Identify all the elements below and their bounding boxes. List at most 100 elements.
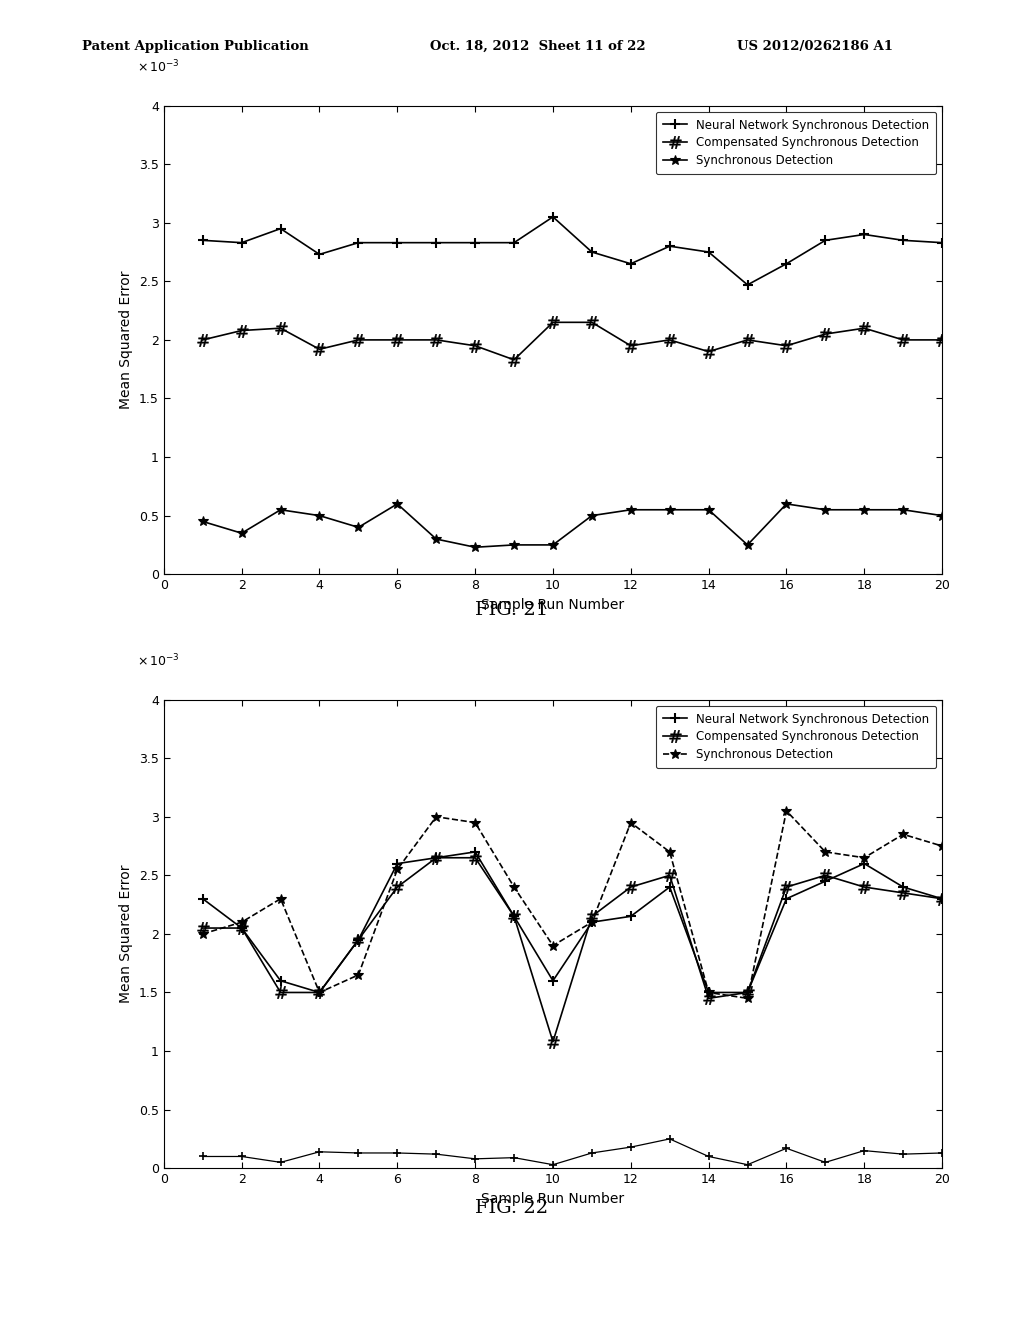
Neural Network Synchronous Detection <box>702 244 715 260</box>
Neural Network Synchronous Detection <box>625 256 637 272</box>
Compensated Synchronous Detection <box>741 333 754 348</box>
Neural Network Synchronous Detection <box>391 855 403 871</box>
Compensated Synchronous Detection <box>586 314 598 330</box>
Synchronous Detection <box>236 915 248 931</box>
Legend: Neural Network Synchronous Detection, Compensated Synchronous Detection, Synchro: Neural Network Synchronous Detection, Co… <box>655 111 936 174</box>
Synchronous Detection <box>469 814 481 830</box>
Neural Network Synchronous Detection <box>897 232 909 248</box>
Compensated Synchronous Detection <box>352 932 365 948</box>
Neural Network Synchronous Detection <box>469 843 481 859</box>
Neural Network Synchronous Detection <box>741 985 754 1001</box>
Neural Network Synchronous Detection <box>197 891 209 907</box>
Synchronous Detection <box>858 502 870 517</box>
Synchronous Detection <box>897 502 909 517</box>
Compensated Synchronous Detection <box>741 985 754 1001</box>
Line: Compensated Synchronous Detection: Compensated Synchronous Detection <box>197 851 948 1048</box>
Compensated Synchronous Detection <box>858 879 870 895</box>
Synchronous Detection <box>819 502 831 517</box>
Compensated Synchronous Detection <box>625 879 637 895</box>
Neural Network Synchronous Detection <box>469 235 481 251</box>
Compensated Synchronous Detection <box>586 908 598 924</box>
Synchronous Detection <box>780 803 793 818</box>
Synchronous Detection <box>508 537 520 553</box>
X-axis label: Sample Run Number: Sample Run Number <box>481 1192 625 1205</box>
Neural Network Synchronous Detection <box>236 235 248 251</box>
Synchronous Detection <box>197 927 209 942</box>
Neural Network Synchronous Detection <box>702 985 715 1001</box>
Neural Network Synchronous Detection <box>313 985 326 1001</box>
Synchronous Detection <box>586 508 598 524</box>
Neural Network Synchronous Detection <box>780 256 793 272</box>
Neural Network Synchronous Detection <box>858 227 870 243</box>
Synchronous Detection <box>819 843 831 859</box>
Neural Network Synchronous Detection <box>508 235 520 251</box>
Compensated Synchronous Detection <box>274 321 287 337</box>
Neural Network Synchronous Detection <box>430 850 442 866</box>
Neural Network Synchronous Detection <box>664 238 676 253</box>
Neural Network Synchronous Detection <box>508 908 520 924</box>
Neural Network Synchronous Detection <box>547 209 559 224</box>
Synchronous Detection <box>858 850 870 866</box>
Compensated Synchronous Detection <box>391 879 403 895</box>
Neural Network Synchronous Detection <box>819 874 831 890</box>
Neural Network Synchronous Detection <box>547 973 559 989</box>
Compensated Synchronous Detection <box>547 1034 559 1049</box>
Compensated Synchronous Detection <box>936 891 948 907</box>
Compensated Synchronous Detection <box>897 884 909 900</box>
Compensated Synchronous Detection <box>197 920 209 936</box>
Synchronous Detection <box>625 502 637 517</box>
Compensated Synchronous Detection <box>897 333 909 348</box>
Line: Compensated Synchronous Detection: Compensated Synchronous Detection <box>197 315 948 366</box>
Compensated Synchronous Detection <box>236 322 248 338</box>
Neural Network Synchronous Detection <box>274 973 287 989</box>
Synchronous Detection <box>664 502 676 517</box>
Text: $\times\,10^{-3}$: $\times\,10^{-3}$ <box>136 59 179 75</box>
Neural Network Synchronous Detection <box>819 232 831 248</box>
Synchronous Detection <box>391 862 403 878</box>
Neural Network Synchronous Detection <box>236 920 248 936</box>
Synchronous Detection <box>897 826 909 842</box>
Compensated Synchronous Detection <box>819 326 831 342</box>
Line: Synchronous Detection: Synchronous Detection <box>198 499 947 552</box>
Text: $\times\,10^{-3}$: $\times\,10^{-3}$ <box>136 653 179 669</box>
Compensated Synchronous Detection <box>274 985 287 1001</box>
Neural Network Synchronous Detection <box>897 879 909 895</box>
Text: FIG. 21: FIG. 21 <box>475 601 549 619</box>
Synchronous Detection <box>197 513 209 529</box>
Synchronous Detection <box>547 537 559 553</box>
Synchronous Detection <box>430 809 442 825</box>
Compensated Synchronous Detection <box>508 352 520 368</box>
Compensated Synchronous Detection <box>702 990 715 1006</box>
Synchronous Detection <box>469 540 481 556</box>
Synchronous Detection <box>741 990 754 1006</box>
Legend: Neural Network Synchronous Detection, Compensated Synchronous Detection, Synchro: Neural Network Synchronous Detection, Co… <box>655 705 936 768</box>
Y-axis label: Mean Squared Error: Mean Squared Error <box>120 271 133 409</box>
Compensated Synchronous Detection <box>780 338 793 354</box>
Neural Network Synchronous Detection <box>313 247 326 263</box>
Y-axis label: Mean Squared Error: Mean Squared Error <box>120 865 133 1003</box>
Synchronous Detection <box>236 525 248 541</box>
Synchronous Detection <box>702 502 715 517</box>
Text: Oct. 18, 2012  Sheet 11 of 22: Oct. 18, 2012 Sheet 11 of 22 <box>430 40 646 53</box>
Synchronous Detection <box>352 968 365 983</box>
Compensated Synchronous Detection <box>702 343 715 359</box>
Synchronous Detection <box>430 531 442 546</box>
Text: FIG. 22: FIG. 22 <box>475 1199 549 1217</box>
Compensated Synchronous Detection <box>313 985 326 1001</box>
Neural Network Synchronous Detection <box>391 235 403 251</box>
Synchronous Detection <box>702 985 715 1001</box>
Synchronous Detection <box>625 814 637 830</box>
Compensated Synchronous Detection <box>625 338 637 354</box>
Synchronous Detection <box>586 915 598 931</box>
Neural Network Synchronous Detection <box>936 235 948 251</box>
Compensated Synchronous Detection <box>197 333 209 348</box>
Neural Network Synchronous Detection <box>197 232 209 248</box>
Line: Synchronous Detection: Synchronous Detection <box>198 807 947 1003</box>
Compensated Synchronous Detection <box>819 867 831 883</box>
Compensated Synchronous Detection <box>430 850 442 866</box>
Synchronous Detection <box>274 891 287 907</box>
Synchronous Detection <box>547 937 559 953</box>
Neural Network Synchronous Detection <box>586 915 598 931</box>
Compensated Synchronous Detection <box>469 338 481 354</box>
Neural Network Synchronous Detection <box>780 891 793 907</box>
